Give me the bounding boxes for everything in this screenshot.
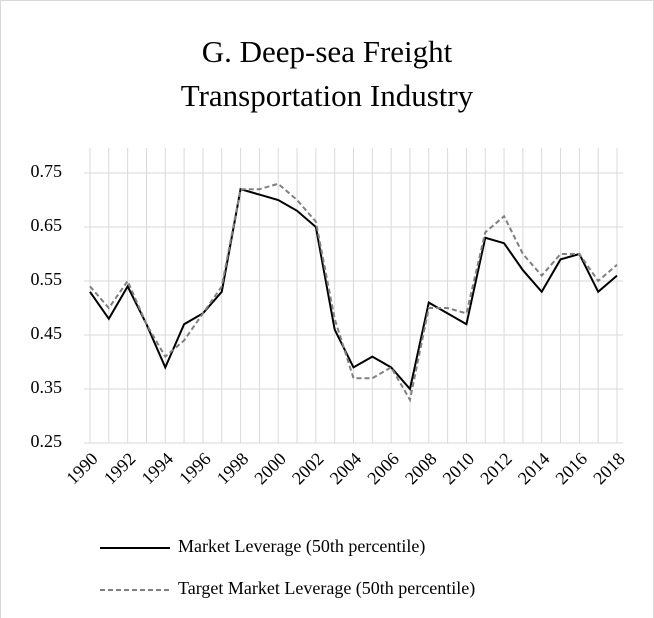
y-tick-label: 0.35 <box>31 377 63 397</box>
y-tick-label: 0.45 <box>31 323 63 343</box>
x-tick-label: 2008 <box>401 449 441 489</box>
x-tick-label: 2002 <box>288 449 328 489</box>
x-tick-label: 2006 <box>363 449 403 489</box>
chart-title-box: G. Deep-sea Freight Transportation Indus… <box>0 30 654 118</box>
y-tick-label: 0.75 <box>31 161 63 181</box>
x-tick-label: 1990 <box>62 449 102 489</box>
x-tick-label: 1996 <box>175 449 215 489</box>
legend-label: Market Leverage (50th percentile) <box>178 536 425 557</box>
x-tick-label: 2000 <box>250 449 290 489</box>
series-line <box>89 182 618 403</box>
x-tick-label: 1998 <box>213 449 253 489</box>
y-tick-label: 0.25 <box>31 431 63 451</box>
legend-label: Target Market Leverage (50th percentile) <box>178 578 475 599</box>
chart-title: G. Deep-sea Freight Transportation Indus… <box>180 34 474 113</box>
x-tick-label: 2014 <box>514 449 554 489</box>
x-tick-label: 2010 <box>439 449 479 489</box>
y-tick-label: 0.55 <box>31 269 63 289</box>
x-tick-label: 2012 <box>476 449 516 489</box>
x-tick-label: 1992 <box>100 449 140 489</box>
x-tick-label: 2016 <box>552 449 592 489</box>
x-tick-label: 2018 <box>589 449 629 489</box>
x-tick-label: 1994 <box>137 449 177 489</box>
x-tick-label: 2004 <box>326 449 366 489</box>
y-tick-label: 0.65 <box>31 215 63 235</box>
series-line <box>89 187 618 392</box>
